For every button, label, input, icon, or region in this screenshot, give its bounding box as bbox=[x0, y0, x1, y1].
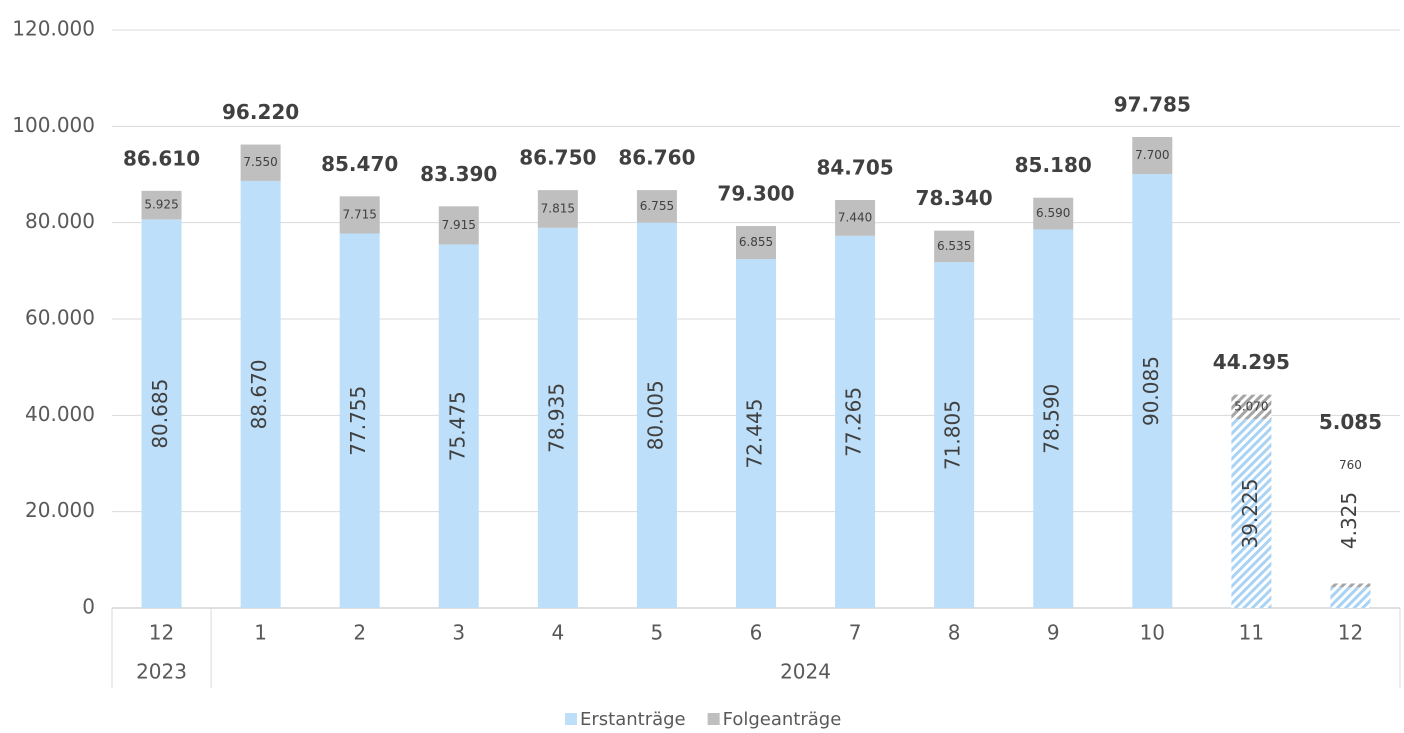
bar-segment bbox=[934, 262, 975, 608]
y-tick-label: 20.000 bbox=[25, 498, 95, 522]
total-label: 83.390 bbox=[420, 162, 497, 186]
segment-label: 5.070 bbox=[1234, 399, 1268, 413]
bar-segment bbox=[835, 200, 876, 236]
total-label: 84.705 bbox=[816, 156, 893, 180]
bar-segment bbox=[339, 233, 380, 608]
y-tick-label: 60.000 bbox=[25, 306, 95, 330]
x-tick-label: 10 bbox=[1140, 621, 1165, 645]
segment-label: 72.445 bbox=[743, 399, 767, 469]
bar-segment bbox=[636, 222, 677, 608]
x-tick-label: 12 bbox=[1338, 621, 1363, 645]
segment-label: 75.475 bbox=[445, 391, 469, 461]
y-tick-label: 0 bbox=[82, 595, 95, 619]
segment-label: 7.815 bbox=[541, 201, 575, 215]
segment-label: 80.005 bbox=[643, 380, 667, 450]
segment-label: 4.325 bbox=[1337, 492, 1361, 549]
y-tick-label: 80.000 bbox=[25, 209, 95, 233]
segment-label: 7.550 bbox=[243, 155, 277, 169]
bar-segment bbox=[141, 190, 182, 220]
total-label: 86.610 bbox=[123, 146, 200, 170]
segment-label: 88.670 bbox=[247, 359, 271, 429]
x-tick-label: 5 bbox=[651, 621, 664, 645]
total-label: 85.470 bbox=[321, 152, 398, 176]
segment-label: 5.925 bbox=[144, 198, 178, 212]
x-tick-label: 1 bbox=[254, 621, 267, 645]
segment-label: 80.685 bbox=[148, 379, 172, 449]
segment-label: 78.935 bbox=[544, 383, 568, 453]
bar-segment bbox=[1330, 583, 1371, 588]
y-tick-label: 120.000 bbox=[12, 17, 95, 41]
legend-swatch bbox=[707, 713, 720, 725]
segment-label: 77.755 bbox=[346, 386, 370, 456]
bar-segment bbox=[537, 190, 578, 228]
bar-segment bbox=[1132, 137, 1173, 175]
bar-segment bbox=[438, 206, 479, 245]
bar-segment bbox=[141, 219, 182, 608]
group-label: 2023 bbox=[136, 660, 187, 684]
x-tick-label: 6 bbox=[750, 621, 763, 645]
legend-label: Folgeanträge bbox=[723, 709, 842, 730]
bar-segment bbox=[736, 226, 776, 260]
total-label: 85.180 bbox=[1015, 153, 1092, 177]
bar-segment bbox=[1231, 419, 1272, 608]
bar-segment bbox=[736, 259, 776, 608]
x-tick-label: 2 bbox=[353, 621, 366, 645]
x-tick-label: 8 bbox=[948, 621, 961, 645]
total-label: 96.220 bbox=[222, 100, 299, 124]
y-tick-label: 100.000 bbox=[12, 113, 95, 137]
group-label: 2024 bbox=[780, 660, 831, 684]
segment-label: 7.915 bbox=[442, 218, 476, 232]
x-tick-label: 4 bbox=[551, 621, 564, 645]
total-label: 5.085 bbox=[1319, 410, 1382, 434]
x-tick-label: 12 bbox=[149, 621, 174, 645]
segment-label: 39.225 bbox=[1238, 479, 1262, 549]
bar-segment bbox=[1132, 174, 1173, 608]
segment-label: 78.590 bbox=[1040, 384, 1064, 454]
x-tick-label: 9 bbox=[1047, 621, 1060, 645]
segment-label: 71.805 bbox=[941, 400, 965, 470]
total-label: 86.750 bbox=[519, 146, 596, 170]
segment-label: 6.855 bbox=[739, 235, 773, 249]
bar-segment bbox=[240, 180, 281, 608]
segment-label: 77.265 bbox=[842, 387, 866, 457]
segment-label: 7.440 bbox=[838, 210, 872, 224]
segment-label: 7.700 bbox=[1135, 148, 1169, 162]
bar-segment bbox=[1231, 394, 1272, 420]
bar-segment bbox=[835, 235, 876, 608]
bar-segment bbox=[240, 144, 281, 181]
total-label: 78.340 bbox=[916, 186, 993, 210]
total-label: 44.295 bbox=[1213, 350, 1290, 374]
bar-segment bbox=[934, 230, 975, 263]
bar-segment bbox=[537, 227, 578, 608]
x-tick-label: 11 bbox=[1239, 621, 1264, 645]
bar-segment bbox=[1330, 587, 1371, 608]
y-tick-label: 40.000 bbox=[25, 402, 95, 426]
legend-swatch bbox=[565, 713, 577, 725]
x-tick-label: 7 bbox=[849, 621, 862, 645]
segment-label: 6.535 bbox=[937, 239, 971, 253]
segment-label: 760 bbox=[1339, 458, 1362, 472]
x-tick-label: 3 bbox=[452, 621, 465, 645]
bar-segment bbox=[1033, 197, 1074, 230]
bar-segment bbox=[636, 190, 677, 223]
segment-label: 90.085 bbox=[1139, 356, 1163, 426]
segment-label: 6.590 bbox=[1036, 206, 1070, 220]
segment-label: 6.755 bbox=[640, 199, 674, 213]
bar-segment bbox=[339, 196, 380, 234]
legend-label: Erstanträge bbox=[580, 709, 686, 730]
total-label: 97.785 bbox=[1114, 93, 1191, 117]
bar-segment bbox=[438, 244, 479, 608]
total-label: 79.300 bbox=[717, 182, 794, 206]
bar-segment bbox=[1033, 229, 1074, 608]
segment-label: 7.715 bbox=[343, 207, 377, 221]
total-label: 86.760 bbox=[618, 146, 695, 170]
